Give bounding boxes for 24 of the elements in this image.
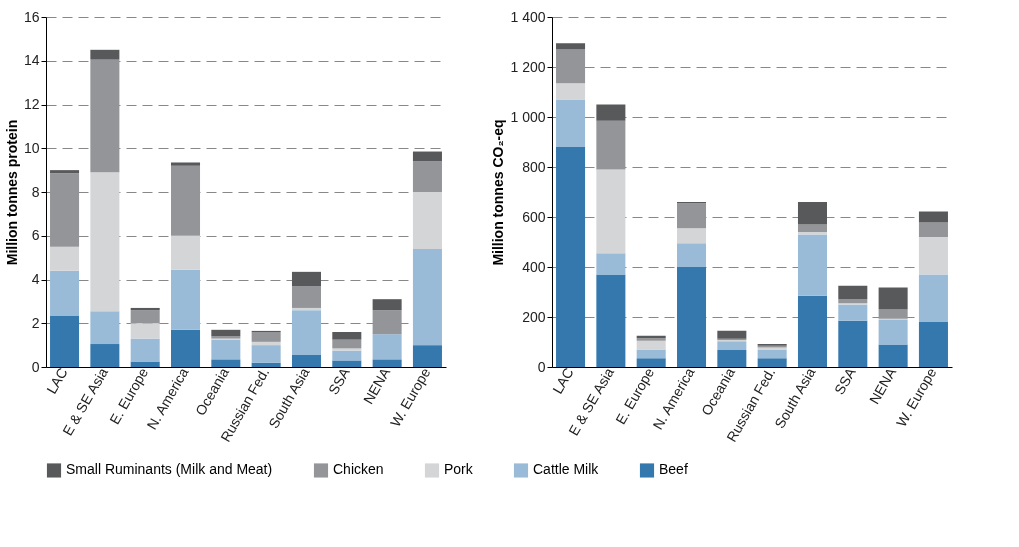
legend-label: Chicken — [333, 461, 384, 478]
y-axis-title: Million tonnes CO₂-eq — [490, 119, 507, 266]
y-tick-label: 800 — [522, 158, 546, 175]
y-tick-label: 14 — [23, 52, 40, 69]
legend-label: Beef — [659, 461, 688, 478]
y-tick-label: 600 — [522, 208, 546, 225]
y-tick-label: 4 — [31, 271, 40, 287]
y-tick-label: 12 — [23, 96, 40, 112]
y-tick-label: 6 — [31, 227, 40, 244]
legend-label: Small Ruminants (Milk and Meat) — [66, 461, 273, 478]
y-tick-label: 8 — [31, 183, 40, 200]
y-axis-title: Million tonnes protein — [3, 119, 20, 266]
y-tick-label: 16 — [23, 8, 40, 25]
y-tick-label: 1 400 — [510, 8, 546, 25]
y-tick-label: 10 — [23, 139, 40, 156]
legend-label: Pork — [444, 461, 474, 478]
y-tick-label: 0 — [31, 358, 40, 375]
y-tick-label: 2 — [31, 314, 40, 331]
y-tick-label: 200 — [522, 308, 546, 325]
y-tick-label: 1 200 — [510, 58, 546, 75]
y-tick-label: 1 000 — [510, 108, 546, 125]
y-tick-label: 0 — [537, 358, 546, 375]
legend-label: Cattle Milk — [533, 461, 600, 478]
y-tick-label: 400 — [522, 258, 546, 275]
